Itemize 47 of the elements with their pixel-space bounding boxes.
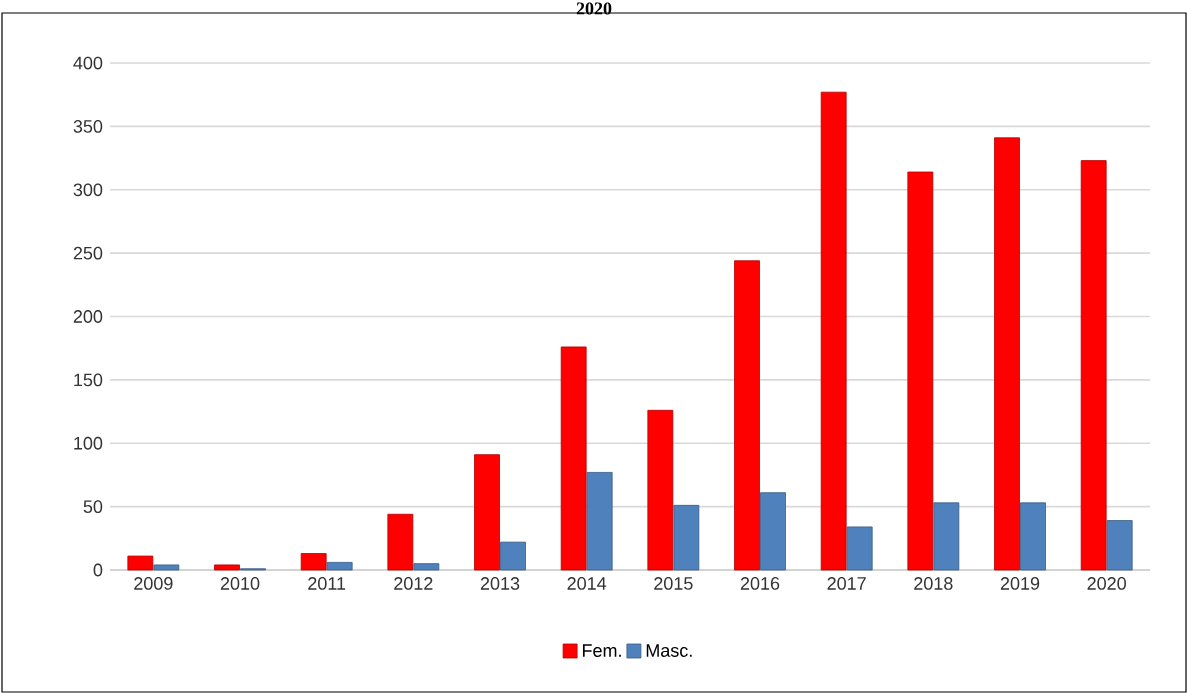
bar <box>1106 520 1133 571</box>
x-tick-label: 2013 <box>480 577 520 590</box>
bar <box>127 555 154 571</box>
y-tick-label: 350 <box>73 120 103 133</box>
bar <box>820 91 847 571</box>
bar <box>907 171 934 571</box>
bar <box>586 472 613 571</box>
bar <box>734 260 760 571</box>
bar <box>647 409 674 571</box>
y-tick-label: 200 <box>73 310 103 323</box>
x-tick-label: 2018 <box>914 577 953 590</box>
y-tick-label: 300 <box>73 183 103 197</box>
bar <box>474 454 500 571</box>
legend-label: Masc. <box>646 644 692 657</box>
x-tick-label: 2016 <box>740 577 780 590</box>
bar <box>300 553 327 571</box>
x-tick-label: 2014 <box>567 577 607 590</box>
x-tick-label: 2017 <box>827 577 866 590</box>
x-tick-label: 2012 <box>394 577 433 590</box>
bar <box>673 504 700 571</box>
bar <box>760 492 786 571</box>
y-tick-label: 100 <box>74 436 103 450</box>
bar <box>1080 160 1107 571</box>
x-tick-label: 2020 <box>1087 577 1126 590</box>
bar <box>387 513 414 571</box>
bar <box>500 541 526 571</box>
x-tick-label: 2009 <box>134 577 173 590</box>
y-tick-label: 250 <box>73 246 103 260</box>
bar <box>153 564 180 571</box>
y-tick-label: 400 <box>73 56 103 70</box>
bar <box>994 137 1020 571</box>
bar <box>1020 502 1046 571</box>
bar <box>214 564 240 571</box>
bar <box>933 502 960 571</box>
x-tick-label: 2010 <box>220 577 260 590</box>
x-tick-label: 2019 <box>1000 577 1040 590</box>
bar <box>846 526 873 571</box>
x-tick-label: 2015 <box>654 577 693 590</box>
y-tick-label: 150 <box>74 373 103 387</box>
y-tick-label: 50 <box>83 500 103 514</box>
y-tick-label: 0 <box>93 563 103 577</box>
bar <box>326 562 353 571</box>
bar <box>413 563 440 571</box>
x-tick-label: 2011 <box>308 577 346 590</box>
bar <box>560 346 587 571</box>
chart-title: 2020 <box>576 2 612 15</box>
legend-label: Fem. <box>582 644 621 657</box>
